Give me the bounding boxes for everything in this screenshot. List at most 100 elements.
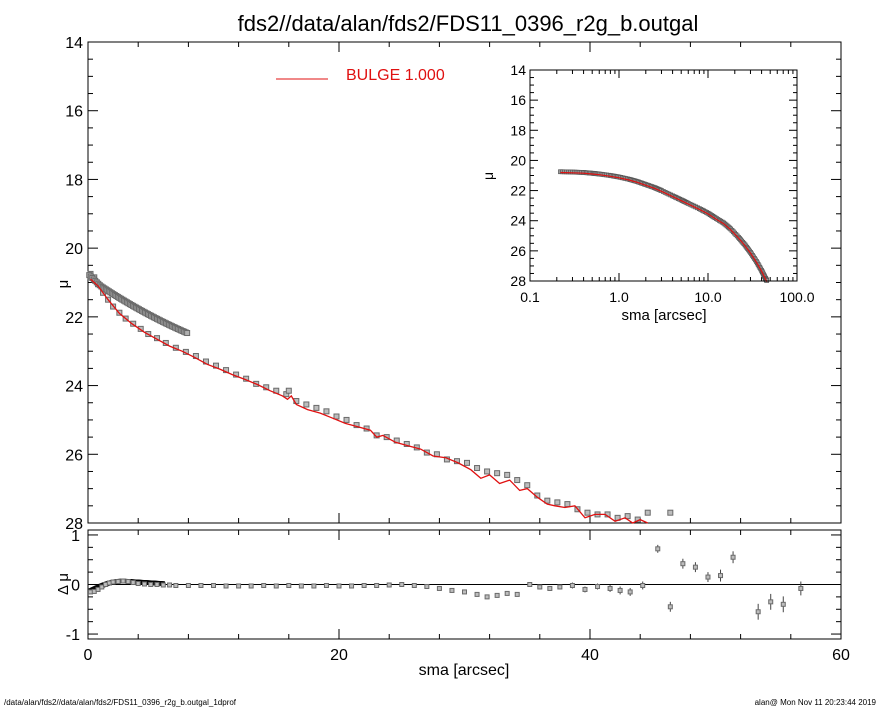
main-data-point <box>584 509 591 516</box>
residual-data-point <box>504 590 510 596</box>
residual-data-point <box>173 582 179 588</box>
inset-model-line <box>560 171 768 283</box>
inset-plot-frame <box>529 69 798 282</box>
residual-data-point <box>399 582 405 587</box>
legend-label: BULGE 1.000 <box>346 67 445 84</box>
inset-xlabel: sma [arcsec] <box>621 307 706 324</box>
residual-data-point <box>311 583 317 589</box>
inset-xtick-label: 100.0 <box>779 289 814 305</box>
residual-data-point <box>286 582 292 588</box>
main-ytick-label: 28 <box>65 516 83 533</box>
residual-data-point <box>680 561 686 567</box>
residual-data-point <box>527 582 533 587</box>
main-data-point <box>484 468 491 475</box>
main-data-point <box>285 387 292 394</box>
residual-data-point <box>484 594 490 600</box>
residual-data-point <box>547 585 553 591</box>
residual-data-point <box>374 582 380 588</box>
inset-ytick-label: 24 <box>510 213 526 229</box>
residual-data-point <box>595 583 601 589</box>
main-data-point <box>564 501 571 508</box>
footer-timestamp: alan@ Mon Nov 11 20:23:44 2019 <box>755 698 877 707</box>
residual-data-point <box>411 582 417 588</box>
inset-ytick-label: 20 <box>510 152 526 168</box>
residual-data-point <box>768 599 774 605</box>
model-line <box>90 278 648 524</box>
residual-ytick-label: 0 <box>71 578 80 595</box>
residual-data-point <box>386 582 392 588</box>
residual-data-point <box>667 604 673 610</box>
residual-data-point <box>557 584 563 590</box>
residual-data-point <box>236 583 242 589</box>
residual-data-point <box>798 585 804 591</box>
main-data-point <box>184 330 191 337</box>
residual-data-point <box>223 583 229 589</box>
residual-xtick-label: 40 <box>581 647 599 664</box>
main-data-point <box>464 459 471 466</box>
residual-data-point <box>436 585 442 591</box>
inset-xtick-label: 10.0 <box>694 289 721 305</box>
residual-data-point <box>582 586 588 592</box>
residual-data-point <box>336 583 342 589</box>
inset-ylabel: μ <box>480 172 496 180</box>
residual-data-point <box>273 583 279 589</box>
main-data-point <box>514 477 521 484</box>
residual-data-point <box>655 546 661 552</box>
residual-data-point <box>462 589 467 595</box>
main-ytick-label: 22 <box>65 310 83 327</box>
residual-data-point <box>705 574 711 580</box>
main-ytick-label: 20 <box>65 241 83 258</box>
inset-ytick-label: 16 <box>510 92 526 108</box>
residual-xtick-label: 20 <box>330 647 348 664</box>
residual-data-point <box>607 585 613 591</box>
main-data-point <box>130 320 137 327</box>
main-data-point <box>644 509 651 516</box>
residual-data-point <box>248 583 254 589</box>
residual-ytick-label: 1 <box>71 528 80 545</box>
inset-xtick-label: 1.0 <box>609 289 629 305</box>
main-ytick-label: 16 <box>65 104 83 121</box>
residual-data-point <box>148 582 154 587</box>
residual-data-point <box>120 578 126 584</box>
residual-data-point <box>361 582 367 588</box>
residual-data-point <box>115 579 121 585</box>
inset-ytick-label: 28 <box>510 273 526 289</box>
main-data-point <box>474 465 481 472</box>
inset-ytick-label: 18 <box>510 122 526 138</box>
inset-background <box>530 70 797 281</box>
residual-data-point <box>424 583 430 589</box>
main-ylabel: μ <box>55 280 72 289</box>
residual-data-point <box>692 564 698 570</box>
residual-data-point <box>185 582 191 588</box>
residual-data-point <box>298 583 304 589</box>
main-data-point <box>313 404 320 411</box>
residual-data-point <box>135 581 141 587</box>
residual-xtick-label: 0 <box>84 647 93 664</box>
main-ytick-label: 26 <box>65 447 83 464</box>
residual-data-point <box>449 587 455 593</box>
residual-data-point <box>125 579 131 585</box>
residual-data-point <box>537 584 543 590</box>
inset-ytick-label: 14 <box>510 62 526 78</box>
residual-data-point <box>640 582 646 588</box>
residual-data-point <box>780 601 786 607</box>
main-data-point <box>403 440 410 447</box>
residual-data-point <box>198 582 204 588</box>
main-data-point <box>303 401 310 408</box>
footer-path: /data/alan/fds2//data/alan/fds2/FDS11_03… <box>4 698 237 707</box>
residual-data-point <box>617 587 623 593</box>
residual-data-point <box>130 580 136 586</box>
main-data-point <box>323 408 330 415</box>
residual-data-point <box>494 592 500 598</box>
main-data-point <box>494 470 501 477</box>
chart-title: fds2//data/alan/fds2/FDS11_0396_r2g_b.ou… <box>238 11 699 36</box>
residual-data-point <box>211 582 216 588</box>
inset-xtick-label: 0.1 <box>520 289 540 305</box>
residual-data-point <box>474 591 480 597</box>
main-data-point <box>353 422 360 429</box>
main-data-point <box>343 416 350 423</box>
main-data-point <box>333 413 340 420</box>
main-data-point <box>667 509 674 516</box>
residual-data-point <box>167 582 173 588</box>
